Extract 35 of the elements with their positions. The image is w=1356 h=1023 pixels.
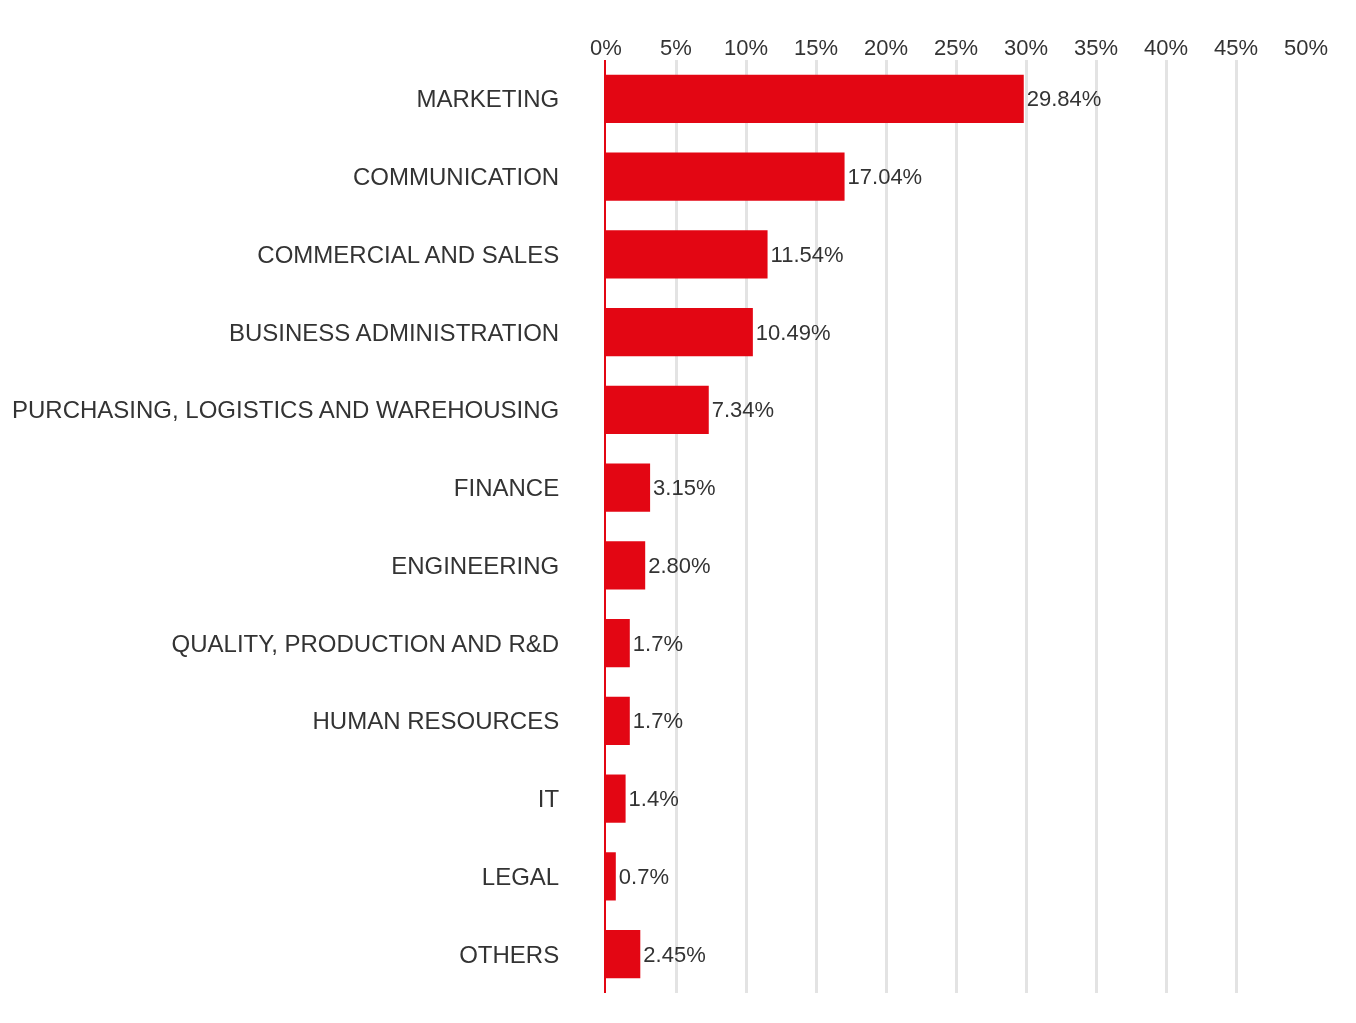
data-label: 29.84% xyxy=(1026,86,1102,112)
y-tick-label: ENGINEERING xyxy=(391,551,560,579)
data-label: 1.7% xyxy=(632,708,683,734)
y-tick-label: IT xyxy=(537,785,560,813)
y-tick-label: FINANCE xyxy=(453,474,560,502)
data-label: 0.7% xyxy=(618,863,669,889)
data-label: 7.34% xyxy=(711,397,775,423)
x-tick-label: 45% xyxy=(1213,34,1259,60)
x-tick-label: 50% xyxy=(1283,34,1329,60)
x-tick-label: 15% xyxy=(793,34,839,60)
x-tick-label: 10% xyxy=(723,34,769,60)
data-label: 11.54% xyxy=(770,241,844,267)
y-tick-label: PURCHASING, LOGISTICS AND WAREHOUSING xyxy=(12,396,560,424)
data-label: 1.7% xyxy=(632,630,683,656)
y-tick-label: QUALITY, PRODUCTION AND R&D xyxy=(171,629,560,657)
x-tick-label: 20% xyxy=(863,34,909,60)
y-tick-label: MARKETING xyxy=(416,85,560,113)
data-label: 3.15% xyxy=(653,475,716,501)
x-tick-label: 40% xyxy=(1143,34,1189,60)
data-label: 2.45% xyxy=(643,941,706,967)
x-tick-label: 35% xyxy=(1073,34,1119,60)
data-label: 2.80% xyxy=(648,552,711,578)
y-tick-label: OTHERS xyxy=(459,940,560,968)
x-tick-label: 0% xyxy=(590,34,622,60)
y-tick-label: COMMUNICATION xyxy=(353,163,560,191)
data-label: 1.4% xyxy=(628,786,679,812)
y-tick-label: COMMERCIAL AND SALES xyxy=(257,240,560,268)
x-tick-label: 5% xyxy=(660,34,692,60)
y-tick-label: LEGAL xyxy=(481,862,560,890)
x-tick-label: 30% xyxy=(1003,34,1049,60)
y-tick-label: HUMAN RESOURCES xyxy=(312,707,560,735)
data-label: 17.04% xyxy=(847,164,923,190)
data-label: 10.49% xyxy=(755,319,831,345)
x-tick-label: 25% xyxy=(933,34,979,60)
y-tick-label: BUSINESS ADMINISTRATION xyxy=(228,318,560,346)
